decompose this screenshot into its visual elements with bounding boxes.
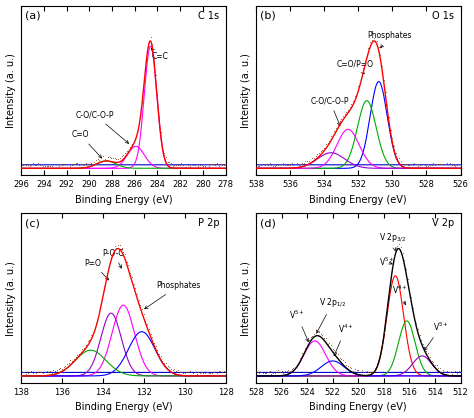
Text: Phosphates: Phosphates xyxy=(145,281,201,309)
Text: Phosphates: Phosphates xyxy=(367,31,411,48)
Y-axis label: Intensity (a. u.): Intensity (a. u.) xyxy=(240,261,250,336)
X-axis label: Binding Energy (eV): Binding Energy (eV) xyxy=(74,195,172,205)
Text: V$^{4+}$: V$^{4+}$ xyxy=(334,323,353,356)
Text: P 2p: P 2p xyxy=(198,218,219,228)
X-axis label: Binding Energy (eV): Binding Energy (eV) xyxy=(310,195,407,205)
Text: (b): (b) xyxy=(260,10,276,20)
Text: V$^{5+}$: V$^{5+}$ xyxy=(289,309,309,342)
Text: V 2p$_{3/2}$: V 2p$_{3/2}$ xyxy=(379,231,406,251)
Text: (c): (c) xyxy=(25,218,40,228)
Text: C=C: C=C xyxy=(151,48,168,61)
Text: C-O/C-O-P: C-O/C-O-P xyxy=(76,110,128,143)
Text: V$^{5+}$: V$^{5+}$ xyxy=(424,320,449,350)
Text: P=O: P=O xyxy=(84,259,109,280)
Y-axis label: Intensity (a. u.): Intensity (a. u.) xyxy=(240,53,250,128)
Y-axis label: Intensity (a. u.): Intensity (a. u.) xyxy=(6,261,16,336)
Text: (d): (d) xyxy=(260,218,276,228)
Text: (a): (a) xyxy=(25,10,41,20)
Text: C=O: C=O xyxy=(72,130,101,158)
Text: V 2p: V 2p xyxy=(432,218,455,228)
Text: O 1s: O 1s xyxy=(432,10,455,20)
X-axis label: Binding Energy (eV): Binding Energy (eV) xyxy=(74,403,172,413)
Y-axis label: Intensity (a. u.): Intensity (a. u.) xyxy=(6,53,16,128)
Text: P-O-C: P-O-C xyxy=(102,249,124,268)
Text: V 2p$_{1/2}$: V 2p$_{1/2}$ xyxy=(317,296,346,333)
Text: V$^{4+}$: V$^{4+}$ xyxy=(392,283,407,305)
X-axis label: Binding Energy (eV): Binding Energy (eV) xyxy=(310,403,407,413)
Text: V$^{5+}$: V$^{5+}$ xyxy=(379,255,394,268)
Text: C-O/C-O-P: C-O/C-O-P xyxy=(310,96,349,125)
Text: C 1s: C 1s xyxy=(198,10,219,20)
Text: C=O/P=O: C=O/P=O xyxy=(336,59,373,74)
